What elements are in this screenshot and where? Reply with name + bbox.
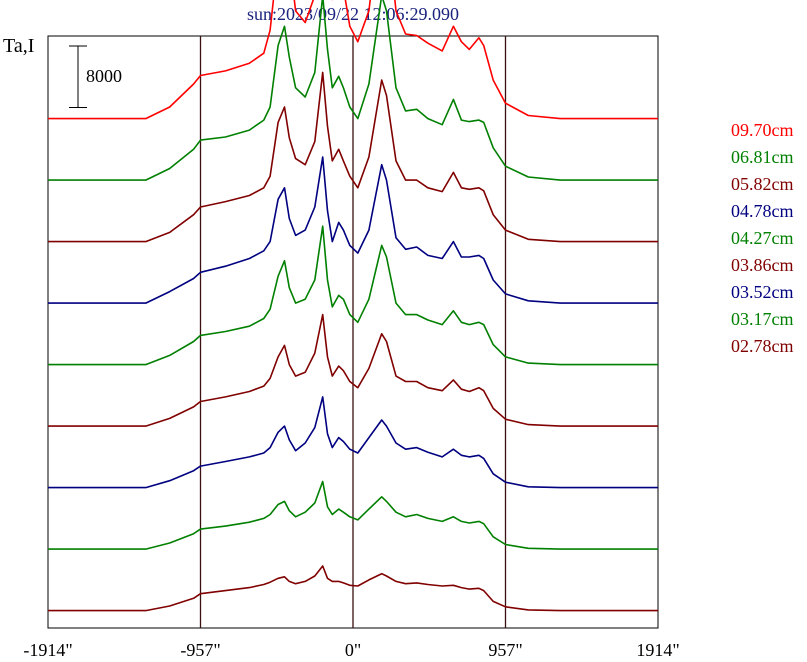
series-line-06.81cm [48, 0, 658, 181]
legend-item: 02.78cm [731, 336, 794, 356]
series-line-03.86cm [48, 313, 658, 427]
legend: 09.70cm 06.81cm 05.82cm 04.78cm 04.27cm 03.86… [731, 120, 794, 356]
series-line-05.82cm [48, 71, 658, 243]
legend-item: 04.78cm [731, 201, 794, 221]
x-tick-labels: -1914" -957" 0" 957" 1914" [23, 640, 679, 660]
x-tick-label: 1914" [636, 640, 679, 660]
x-tick-label: 0" [345, 640, 361, 660]
legend-item: 03.52cm [731, 282, 794, 302]
series-line-09.70cm [48, 0, 658, 120]
legend-item: 06.81cm [731, 147, 794, 167]
series-line-04.78cm [48, 156, 658, 304]
series-line-03.17cm [48, 480, 658, 550]
y-axis-label: Ta,I [3, 35, 34, 57]
legend-item: 05.82cm [731, 174, 794, 194]
x-tick-label: -957" [180, 640, 220, 660]
legend-item: 03.86cm [731, 255, 794, 275]
series-line-02.78cm [48, 565, 658, 612]
legend-item: 03.17cm [731, 309, 794, 329]
series-line-04.27cm [48, 225, 658, 366]
series-line-03.52cm [48, 396, 658, 489]
legend-item: 09.70cm [731, 120, 794, 140]
vertical-guides [199, 36, 507, 628]
x-tick-label: -1914" [23, 640, 72, 660]
series-lines [48, 0, 658, 612]
scale-bar-label: 8000 [86, 66, 122, 86]
scale-bar [69, 45, 87, 109]
x-tick-label: 957" [488, 640, 522, 660]
legend-item: 04.27cm [731, 228, 794, 248]
chart-title: sun:2023/09/22 12:06:29.090 [247, 4, 459, 24]
